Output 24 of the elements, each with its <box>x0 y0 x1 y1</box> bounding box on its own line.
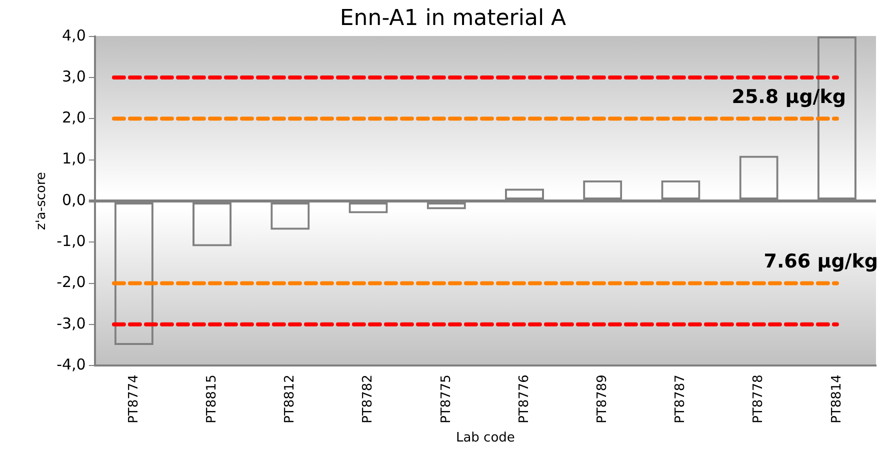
y-tick-label: 4,0 <box>62 26 86 44</box>
y-tick-label: 1,0 <box>62 150 86 168</box>
x-tick-label: PT8815 <box>204 374 220 424</box>
x-tick-label: PT8814 <box>829 374 844 424</box>
y-tick-label: 0,0 <box>62 190 86 209</box>
annotation: 25.8 µg/kg <box>732 86 846 108</box>
x-tick-label: PT8812 <box>282 374 298 424</box>
y-tick-label: 2,0 <box>62 108 86 127</box>
x-tick-label: PT8775 <box>438 374 454 424</box>
y-tick-label: -1,0 <box>56 232 86 250</box>
x-tick-label: PT8787 <box>673 374 688 424</box>
x-tick-label: PT8789 <box>594 374 610 424</box>
x-tick-label: PT8782 <box>360 374 376 424</box>
x-axis-title: Lab code <box>456 430 515 446</box>
y-tick-label: -3,0 <box>56 314 86 332</box>
y-tick-label: -2,0 <box>56 273 86 292</box>
annotation: 7.66 µg/kg <box>764 250 878 273</box>
y-axis-title: z'a-score <box>34 172 50 230</box>
y-tick-label: 3,0 <box>62 67 86 86</box>
x-tick-label: PT8776 <box>516 374 532 424</box>
x-tick-label: PT8774 <box>126 374 142 424</box>
chart-title: Enn-A1 in material A <box>340 6 566 31</box>
y-tick-label: -4,0 <box>56 355 86 374</box>
x-tick-label: PT8778 <box>751 374 766 424</box>
